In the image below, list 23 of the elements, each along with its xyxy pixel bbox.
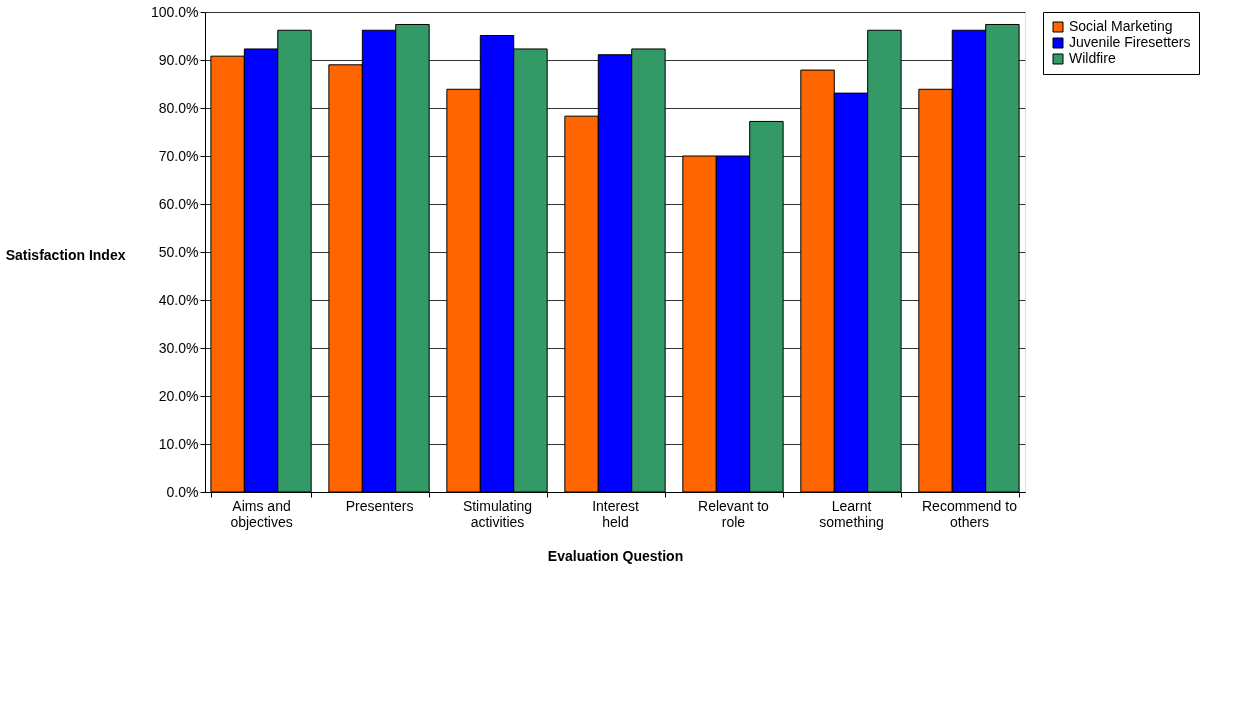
y-tick-label: 40.0%	[158, 291, 199, 308]
y-tick-label: 100.0%	[151, 3, 199, 20]
legend-label: Wildfire	[1069, 50, 1116, 66]
y-tick-label: 70.0%	[158, 147, 199, 164]
y-tick-label: 30.0%	[158, 339, 199, 356]
legend-label: Social Marketing	[1069, 18, 1173, 34]
x-tick-label: Relevant to role	[698, 497, 770, 530]
y-tick-label: 90.0%	[158, 51, 199, 68]
x-tick-label: Stimulating activities	[462, 497, 533, 530]
x-axis-title: Evaluation Question	[547, 547, 684, 564]
y-tick-label: 0.0%	[166, 483, 199, 500]
legend-label: Juvenile Firesetters	[1069, 34, 1191, 50]
x-tick-label: Learnt something	[819, 497, 884, 530]
y-tick-label: 80.0%	[158, 99, 199, 116]
y-axis-title: Satisfaction Index	[5, 246, 126, 263]
x-tick-label: Presenters	[345, 497, 414, 514]
x-tick-label: Interest held	[592, 497, 639, 530]
y-tick-label: 60.0%	[158, 195, 199, 212]
x-tick-label: Aims and objectives	[230, 497, 293, 530]
y-tick-label: 50.0%	[158, 243, 199, 260]
y-tick-label: 10.0%	[158, 435, 199, 452]
y-tick-label: 20.0%	[158, 387, 199, 404]
x-tick-label: Recommend to others	[921, 497, 1018, 530]
